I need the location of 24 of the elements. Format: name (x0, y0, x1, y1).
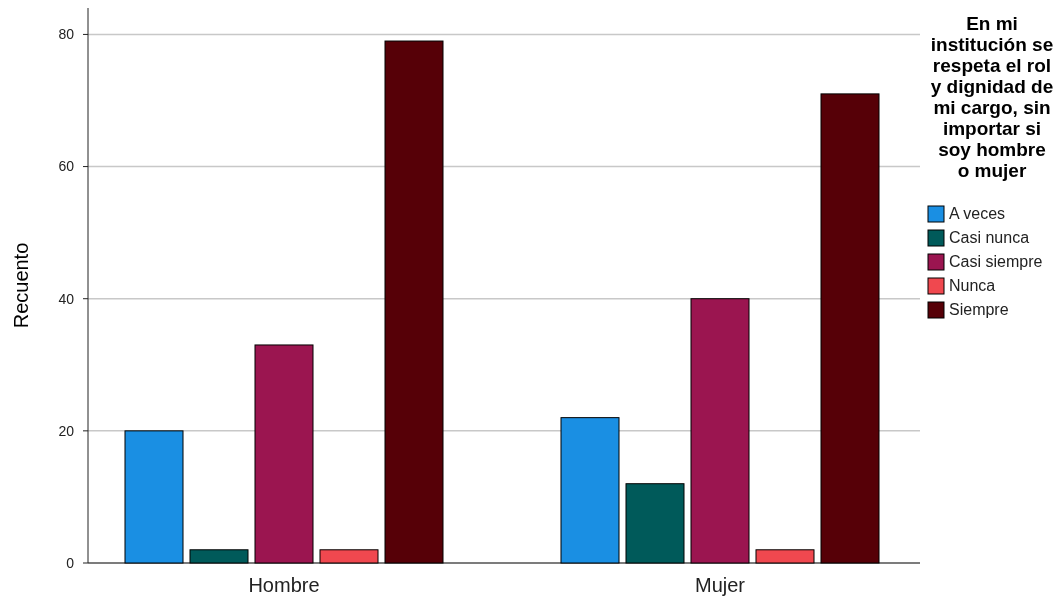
y-tick-label: 60 (58, 158, 75, 175)
y-tick-label: 20 (58, 422, 75, 439)
y-axis-title: Recuento (10, 242, 32, 329)
bar (690, 298, 750, 564)
legend-label: Casi nunca (949, 229, 1030, 246)
y-tick-label: 80 (58, 26, 75, 43)
legend-label: Nunca (949, 277, 996, 294)
bar (319, 549, 379, 564)
bar (755, 549, 815, 564)
y-tick-label: 0 (66, 554, 75, 571)
y-tick-label: 40 (58, 290, 75, 307)
legend-label: Casi siempre (949, 253, 1043, 270)
legend-label: A veces (949, 205, 1006, 222)
x-tick-label: Hombre (248, 574, 320, 596)
legend-title: En mi institución se respeta el rol y dignidad de mi cargo, sin importar si soy hombre o mujer (930, 13, 1054, 181)
bar (625, 483, 685, 564)
bar (560, 417, 620, 564)
bar (820, 93, 880, 564)
bar (189, 549, 249, 564)
bar (124, 430, 184, 564)
x-tick-label: Mujer (694, 574, 746, 596)
legend-label: Siempre (949, 301, 1009, 318)
bar (254, 344, 314, 564)
bar (384, 40, 444, 564)
